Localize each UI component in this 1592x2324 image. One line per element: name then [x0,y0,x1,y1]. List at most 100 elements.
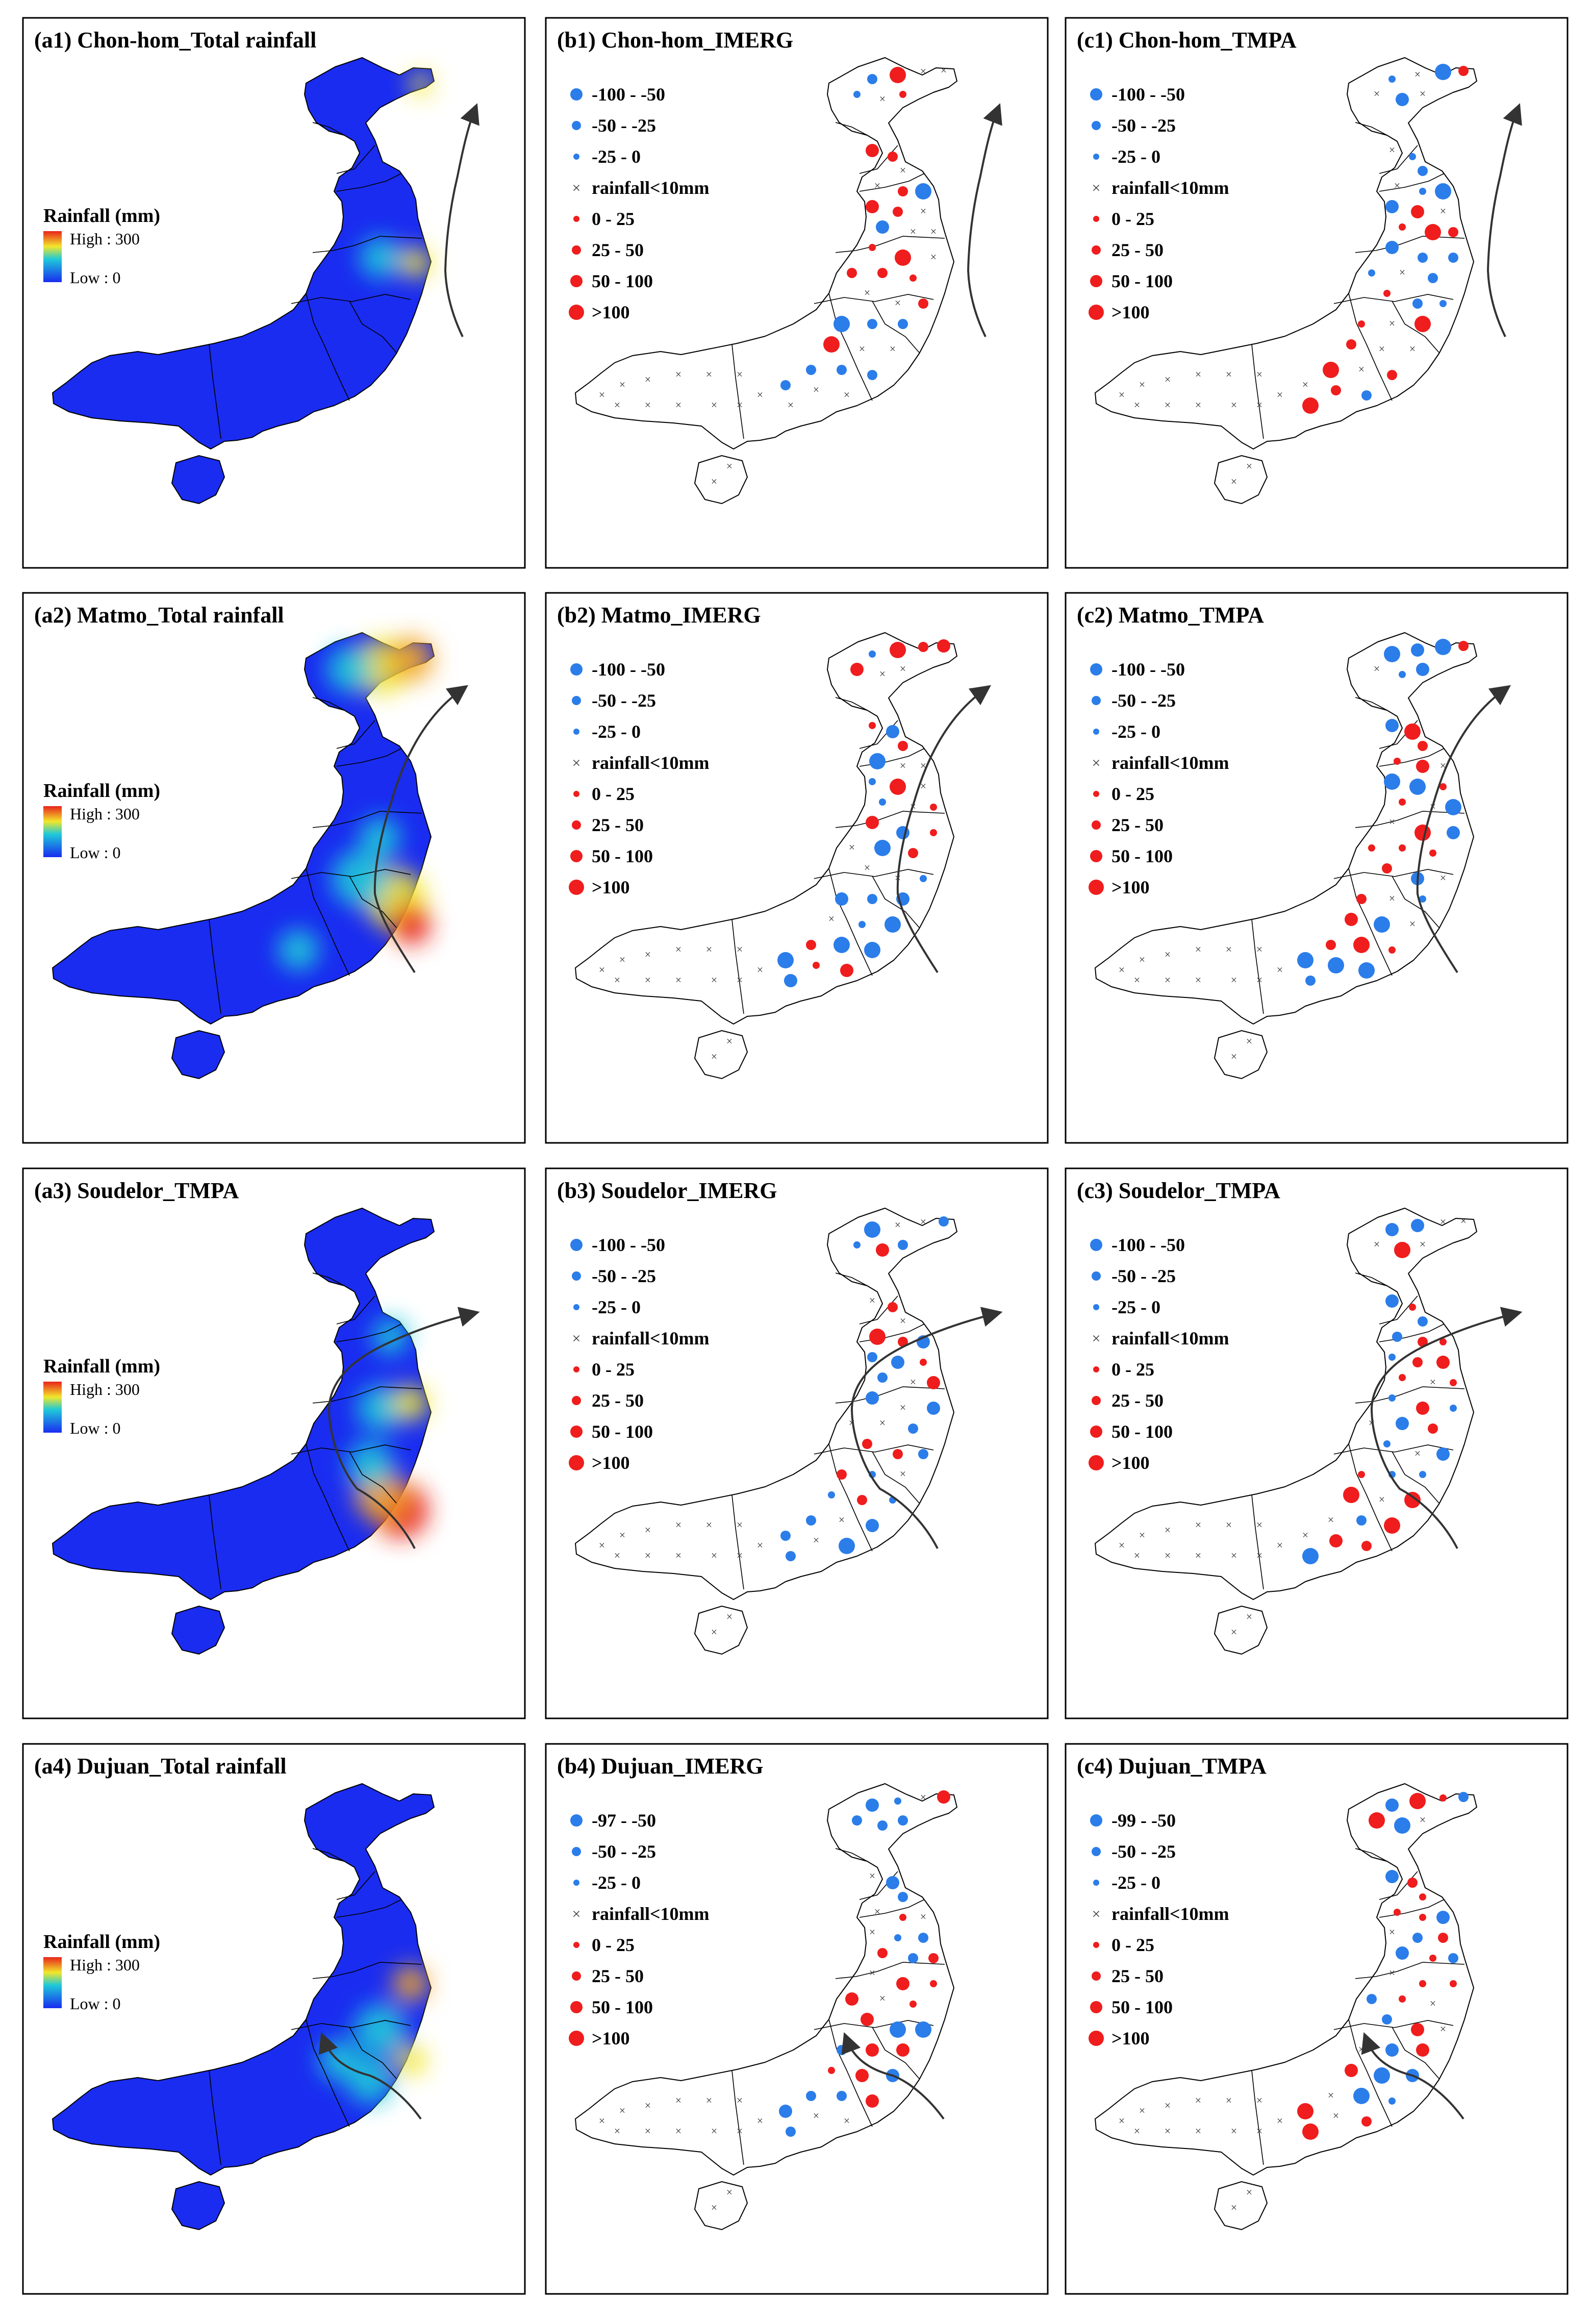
low-rainfall-cross: × [1231,973,1237,986]
map-layer [52,57,435,505]
low-rainfall-cross: × [1328,2089,1334,2102]
positive-bias-dot [869,722,876,729]
positive-bias-dot [1399,1374,1406,1381]
map-layer: × × × × × × × × × × × × × × × × × × × × × × [1095,1783,1477,2231]
negative-bias-dot [833,937,850,953]
positive-bias-dot [937,639,950,653]
positive-bias-dot [1361,1541,1372,1551]
negative-bias-dot [869,753,886,769]
negative-bias-dot [1385,1294,1399,1308]
positive-bias-dot [1416,2043,1429,2057]
map-layer [52,1208,435,1655]
low-rainfall-cross: × [737,2094,743,2107]
low-rainfall-cross: × [1165,2125,1171,2137]
low-rainfall-cross: × [1440,1215,1446,1228]
low-rainfall-cross: × [844,388,850,401]
negative-bias-dot [869,778,876,785]
positive-bias-dot [1404,723,1421,740]
legend-label: rainfall<10mm [1111,1328,1229,1348]
positive-bias-dot [1448,227,1458,237]
typhoon-track-arrow [373,685,469,973]
province-border [312,697,345,711]
low-rainfall-cross: × [828,912,835,925]
negative-bias-dot [1368,269,1375,277]
low-rainfall-cross: × [1256,973,1262,986]
negative-bias-dot [1383,1440,1391,1447]
low-rainfall-cross: × [900,662,906,675]
low-rainfall-cross: × [1246,1035,1252,1047]
low-rainfall-cross: × [1119,963,1125,976]
negative-bias-dot [1374,2067,1390,2084]
province-border [1355,1848,1387,1862]
province-border [312,122,345,136]
negative-bias-dot [866,1519,879,1532]
low-rainfall-cross: × [1302,1529,1308,1541]
low-rainfall-cross: × [757,388,763,401]
negative-bias-dot [1416,663,1429,676]
typhoon-track-arrow [1370,1307,1523,1549]
map-layer: × × × × × × × × × × × × × × × × × × × × × × × × [1095,1208,1477,1655]
negative-bias-dot [898,1240,908,1250]
low-rainfall-cross: × [1328,1513,1334,1526]
negative-bias-dot [784,974,797,987]
negative-bias-dot [898,1815,908,1826]
province-border [209,344,221,439]
low-rainfall-cross: × [706,2094,712,2107]
positive-bias-dot [1331,385,1341,395]
legend-dot-symbol [572,1271,581,1281]
legend-dot-symbol [572,121,581,130]
province-border [1333,294,1454,304]
negative-bias-dot [1411,1219,1424,1232]
negative-bias-dot [837,2091,847,2101]
legend-label: -25 - 0 [592,1872,641,1893]
low-rainfall-cross: × [1399,266,1405,279]
low-rainfall-cross: × [1277,1539,1283,1552]
legend-dot-symbol [1089,1455,1104,1470]
coastline-mainland [52,632,435,1024]
legend-label: -50 - -25 [1111,1841,1176,1862]
low-rainfall-cross: × [1420,87,1426,100]
province-border [336,1295,375,1325]
legend-label: -25 - 0 [1111,146,1160,167]
negative-bias-dot [1385,1870,1399,1883]
negative-bias-dot [1385,1223,1399,1236]
negative-bias-dot [879,798,886,806]
positive-bias-dot [866,2094,879,2108]
legend-label: >100 [1111,877,1150,897]
rainfall-legend: Rainfall (mm) High : 300 Low : 0 [43,1931,160,2013]
positive-bias-dot [1412,1357,1423,1367]
legend-label: 25 - 50 [1111,240,1164,260]
negative-bias-dot [918,1449,928,1459]
legend-dot-symbol [572,1847,581,1856]
legend-label: rainfall<10mm [1111,1904,1229,1924]
panel-title: (c4) Dujuan_TMPA [1077,1754,1267,1779]
low-rainfall-cross: × [737,398,743,411]
province-border [349,876,397,928]
negative-bias-dot [1385,241,1399,254]
negative-bias-dot [1356,1515,1367,1526]
province-border [291,869,411,879]
low-rainfall-cross: × [920,1791,926,1804]
legend-dot-symbol [1089,2031,1104,2046]
negative-bias-dot [1439,300,1447,307]
low-rainfall-cross: × [1165,1549,1171,1562]
legend-label: -50 - -25 [1111,1266,1176,1286]
positive-bias-dot [896,1977,909,1990]
low-rainfall-cross: × [757,2114,763,2127]
negative-bias-dot [806,1515,816,1526]
positive-bias-dot [1450,1379,1457,1386]
rainfall-legend-title: Rainfall (mm) [43,1356,160,1377]
positive-bias-dot [857,1495,867,1505]
province-borders [1251,697,1465,1014]
low-rainfall-cross: × [1277,388,1283,401]
province-border [859,173,925,192]
low-rainfall-cross: × [1414,1447,1421,1460]
negative-bias-dot [1394,1817,1410,1834]
province-border [835,1272,868,1286]
low-rainfall-cross: × [645,1549,651,1562]
province-border [312,1848,345,1862]
legend-label: 25 - 50 [592,1390,644,1411]
positive-bias-dot [1399,223,1406,231]
negative-bias-dot [777,952,794,968]
province-borders [1251,122,1465,439]
